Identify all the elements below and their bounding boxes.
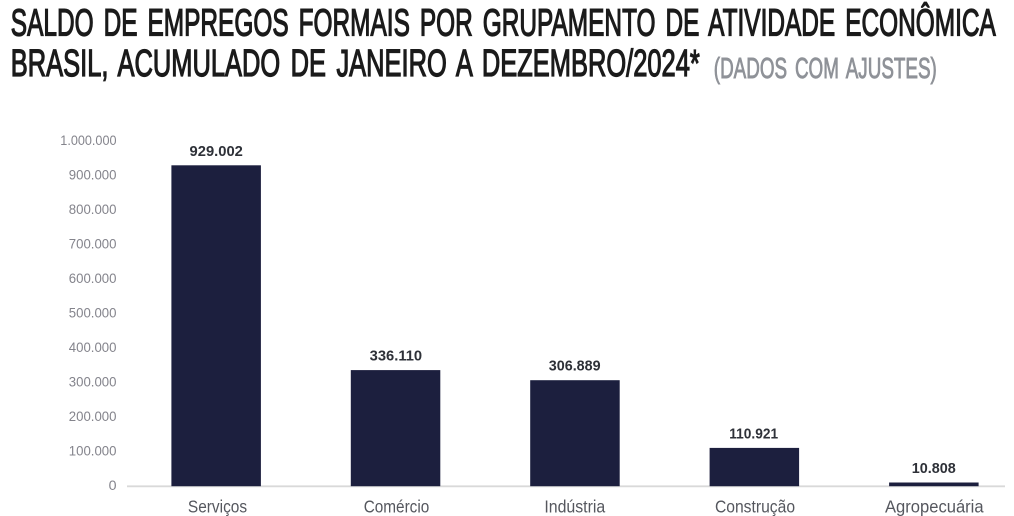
svg-text:200.000: 200.000 xyxy=(69,409,117,425)
svg-text:1.000.000: 1.000.000 xyxy=(60,133,116,149)
svg-text:800.000: 800.000 xyxy=(69,202,117,218)
svg-text:929.002: 929.002 xyxy=(190,144,243,160)
svg-text:600.000: 600.000 xyxy=(69,271,117,287)
svg-text:Comércio: Comércio xyxy=(364,497,430,516)
svg-text:500.000: 500.000 xyxy=(69,306,117,322)
svg-text:Serviços: Serviços xyxy=(188,497,247,516)
svg-text:900.000: 900.000 xyxy=(69,167,117,183)
svg-text:100.000: 100.000 xyxy=(69,444,117,460)
svg-text:Construção: Construção xyxy=(715,497,795,516)
svg-text:700.000: 700.000 xyxy=(69,236,117,252)
svg-text:10.808: 10.808 xyxy=(912,461,956,477)
svg-text:BRASIL, ACUMULADO DE JANEIRO A: BRASIL, ACUMULADO DE JANEIRO A DEZEMBRO/… xyxy=(11,43,700,85)
svg-text:300.000: 300.000 xyxy=(69,375,117,391)
svg-text:(DADOS COM AJUSTES): (DADOS COM AJUSTES) xyxy=(714,53,937,85)
svg-text:Agropecuária: Agropecuária xyxy=(885,497,984,516)
svg-text:0: 0 xyxy=(109,478,117,494)
svg-text:336.110: 336.110 xyxy=(370,349,422,365)
svg-text:110.921: 110.921 xyxy=(729,426,778,442)
svg-text:400.000: 400.000 xyxy=(69,340,117,356)
svg-text:Indústria: Indústria xyxy=(544,497,605,516)
svg-text:SALDO DE EMPREGOS FORMAIS POR: SALDO DE EMPREGOS FORMAIS POR GRUPAMENTO… xyxy=(11,3,997,45)
svg-text:306.889: 306.889 xyxy=(549,359,601,375)
